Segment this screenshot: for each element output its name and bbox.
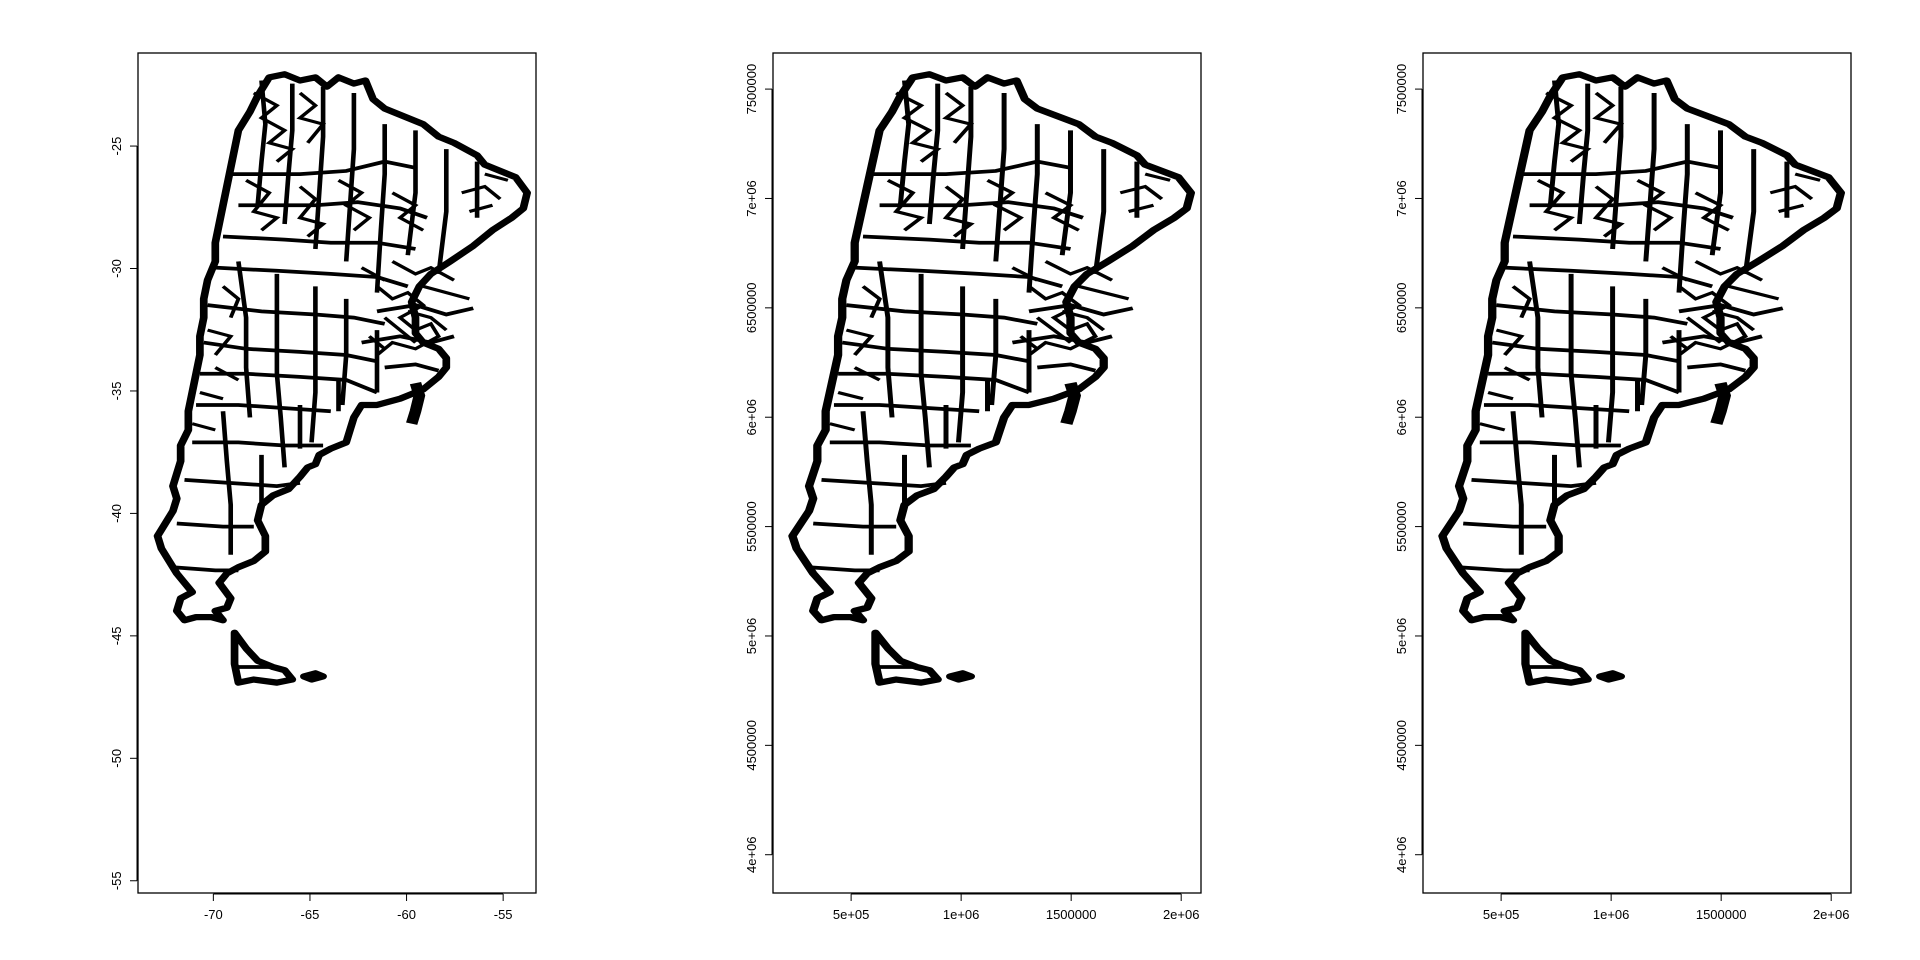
x-tick-label: -70 [204,907,223,922]
x-tick-label: 1e+06 [1593,907,1630,922]
x-axis-2: 5e+05 1e+06 1500000 2e+06 [833,893,1200,922]
x-tick-label: 1500000 [1046,907,1097,922]
y-tick-label: 6e+06 [744,399,759,436]
y-tick-label: 6e+06 [1394,399,1409,436]
y-tick-label: 5e+06 [744,618,759,655]
y-tick-label: 7500000 [744,64,759,115]
plot-frame-1 [137,52,537,894]
y-tick-label: 5500000 [744,501,759,552]
x-tick-label: -55 [494,907,513,922]
x-tick-label: 2e+06 [1163,907,1200,922]
y-tick-label: 5e+06 [1394,618,1409,655]
x-tick-label: -60 [397,907,416,922]
y-tick-label: 4e+06 [1394,836,1409,873]
y-tick-label: 4500000 [744,720,759,771]
y-tick-label: -30 [109,259,124,278]
y-axis-3: 4e+06 4500000 5e+06 5500000 6e+06 6500000 7e+0… [1394,64,1423,873]
y-tick-label: 7500000 [1394,64,1409,115]
y-tick-label: 5500000 [1394,501,1409,552]
x-tick-label: 5e+05 [833,907,870,922]
map-panel-1: -70 -65 -60 -55 -25 -30 -35 -40 -45 -50 -55 [109,52,537,922]
x-axis-1: -70 -65 -60 -55 [204,893,513,922]
y-tick-label: -40 [109,504,124,523]
y-tick-label: -55 [109,871,124,890]
x-tick-label: 1500000 [1696,907,1747,922]
plot-frame-3 [1422,52,1852,894]
x-tick-label: 1e+06 [943,907,980,922]
plot-frame-2 [772,52,1202,894]
y-tick-label: -50 [109,749,124,768]
x-tick-label: 2e+06 [1813,907,1850,922]
y-tick-label: 4500000 [1394,720,1409,771]
argentina-departments-map-2 [792,74,1190,682]
x-axis-3: 5e+05 1e+06 1500000 2e+06 [1483,893,1850,922]
x-tick-label: 5e+05 [1483,907,1520,922]
y-tick-label: -35 [109,382,124,401]
y-axis-1: -25 -30 -35 -40 -45 -50 -55 [109,137,138,890]
y-tick-label: -25 [109,137,124,156]
y-tick-label: 6500000 [744,283,759,334]
y-tick-label: 7e+06 [744,180,759,217]
argentina-departments-map-3 [1442,74,1840,682]
argentina-departments-map-1 [158,74,528,682]
y-tick-label: -45 [109,626,124,645]
map-panel-3: 5e+05 1e+06 1500000 2e+06 4e+06 4500000 5e+06… [1394,52,1852,922]
y-tick-label: 7e+06 [1394,180,1409,217]
y-axis-2: 4e+06 4500000 5e+06 5500000 6e+06 6500000 7e+0… [744,64,773,873]
y-tick-label: 4e+06 [744,836,759,873]
y-tick-label: 6500000 [1394,283,1409,334]
map-panel-2: 5e+05 1e+06 1500000 2e+06 4e+06 4500000 5e+06… [744,52,1202,922]
x-tick-label: -65 [301,907,320,922]
